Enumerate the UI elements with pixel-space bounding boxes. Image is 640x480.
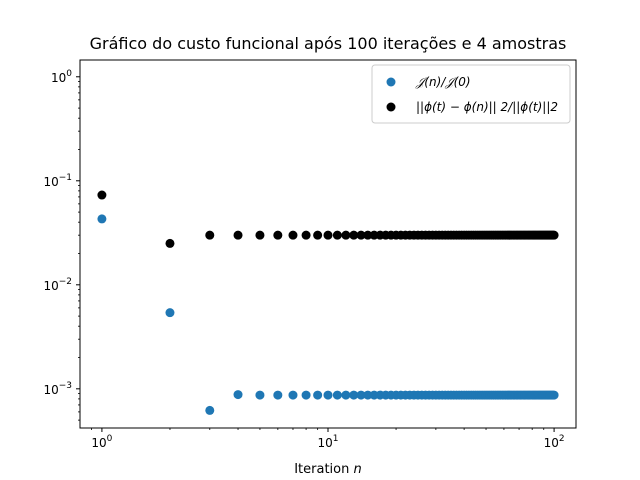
legend: 𝒥(n)/𝒥(0) ||ϕ(t) − ϕ(n)|| 2/||ϕ(t)||2 [371,64,571,124]
data-point-series-2 [288,230,298,240]
data-point-series-1 [288,390,298,400]
data-point-series-1 [356,390,366,400]
data-point-series-2 [301,230,311,240]
data-point-series-1 [549,390,559,400]
data-point-series-1 [363,390,373,400]
data-points [97,190,559,415]
x-axis-label-text: Iteration [294,462,349,477]
data-point-series-2 [255,230,265,240]
x-axis-ticks: 100 101 102 [91,428,565,450]
data-point-series-1 [273,390,283,400]
y-tick-label: 10−3 [43,381,72,397]
data-point-series-1 [349,390,359,400]
y-axis-ticks: 10−3 10−2 10−1 100 [43,69,80,421]
y-tick-label: 10−2 [43,277,72,293]
x-tick-label: 102 [544,434,565,450]
series-1 [97,214,559,415]
data-point-series-1 [205,405,215,415]
data-point-series-2 [313,230,323,240]
data-point-series-1 [341,390,351,400]
data-point-series-1 [323,390,333,400]
data-point-series-2 [332,230,342,240]
legend-marker-series-2 [386,102,396,112]
y-tick-label: 10−1 [43,173,72,189]
chart-title: Gráfico do custo funcional após 100 iter… [90,34,567,53]
data-point-series-2 [549,230,559,240]
data-point-series-1 [313,390,323,400]
data-point-series-1 [97,214,107,224]
data-point-series-1 [301,390,311,400]
data-point-series-2 [341,230,351,240]
x-axis-label-variable: n [354,462,362,477]
x-axis-label: Iteration n [294,462,362,477]
y-tick-label: 100 [51,69,72,85]
data-point-series-1 [255,390,265,400]
data-point-series-1 [233,390,243,400]
data-point-series-1 [332,390,342,400]
data-point-series-2 [165,238,175,248]
x-tick-label: 100 [91,434,112,450]
data-point-series-2 [97,190,107,200]
data-point-series-1 [165,308,175,318]
legend-label-series-2: ||ϕ(t) − ϕ(n)|| 2/||ϕ(t)||2 [416,100,558,114]
series-2 [97,190,559,248]
data-point-series-2 [349,230,359,240]
data-point-series-2 [323,230,333,240]
legend-label-series-1: 𝒥(n)/𝒥(0) [415,75,471,89]
x-tick-label: 101 [317,434,338,450]
data-point-series-2 [273,230,283,240]
data-point-series-2 [356,230,366,240]
legend-marker-series-1 [386,77,396,87]
data-point-series-2 [233,230,243,240]
legend-box [371,64,571,124]
data-point-series-2 [205,230,215,240]
data-point-series-2 [363,230,373,240]
